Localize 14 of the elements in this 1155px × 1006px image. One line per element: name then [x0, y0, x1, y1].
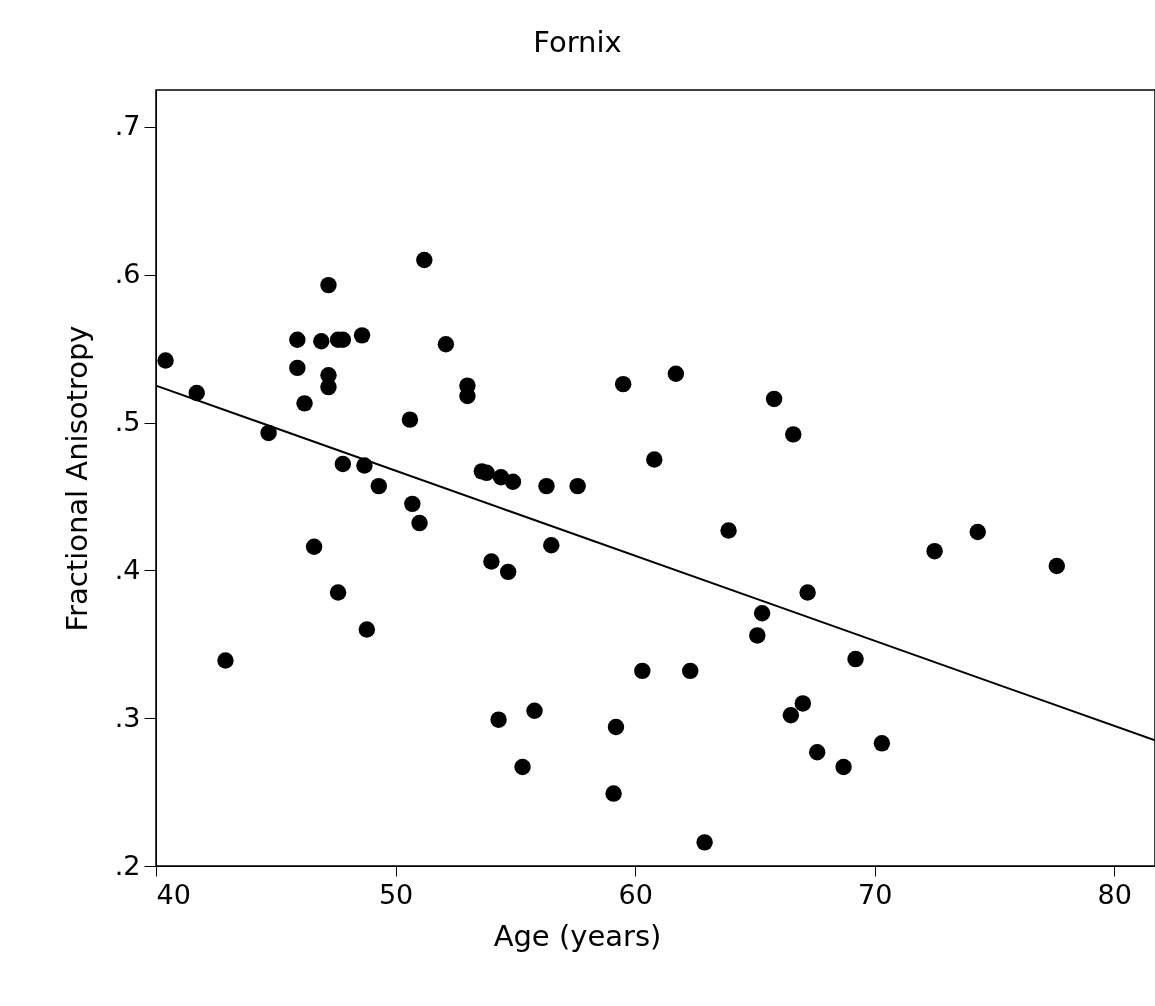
y-tick-label: .5 [114, 406, 141, 438]
y-axis-title: Fractional Anisotropy [59, 325, 94, 632]
x-axis-title: Age (years) [493, 918, 662, 953]
y-tick-label: .3 [114, 701, 141, 733]
y-tick-label: .4 [114, 553, 141, 585]
y-tick-label: .2 [114, 849, 141, 881]
x-tick-label: 40 [156, 878, 191, 910]
chart-title: Fornix [533, 25, 622, 59]
x-tick-label: 50 [378, 878, 414, 910]
x-tick-label: 60 [618, 878, 653, 910]
x-tick-label: 70 [858, 878, 893, 910]
x-tick-label: 80 [1097, 878, 1132, 910]
y-tick-label: .6 [114, 258, 141, 290]
y-tick-label: .7 [114, 110, 141, 142]
